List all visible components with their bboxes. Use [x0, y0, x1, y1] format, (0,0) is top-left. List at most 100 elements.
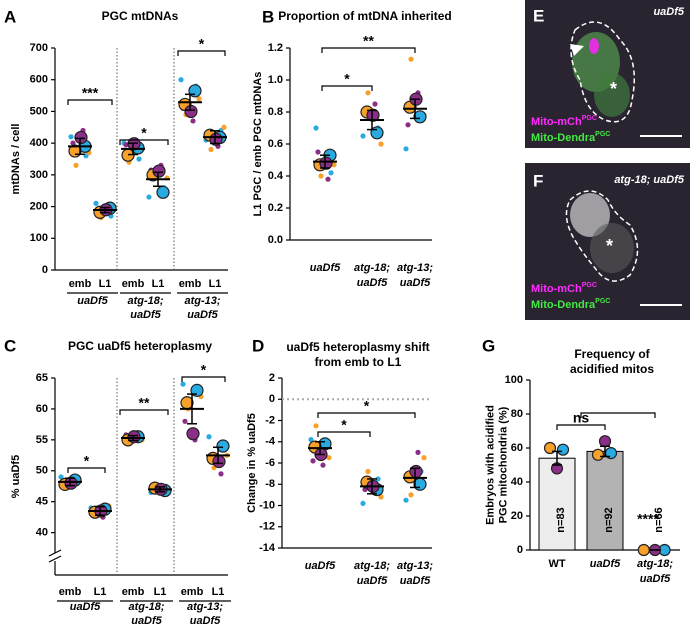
data-point [378, 494, 384, 500]
replicate-mean [212, 454, 226, 469]
data-point [408, 56, 414, 62]
category-label: emb [69, 278, 92, 290]
y-axis-label: Change in % uaDf5 [246, 413, 258, 513]
data-point [315, 149, 321, 155]
significance-bracket [67, 99, 113, 105]
panel-letter: E [533, 6, 544, 25]
y-tick-label: 45 [36, 496, 48, 508]
significance-bracket [119, 139, 169, 145]
data-point [206, 434, 212, 440]
data-point [331, 162, 337, 168]
data-point [405, 122, 411, 128]
significance-label: * [364, 398, 370, 414]
y-tick-label: 400 [30, 137, 48, 149]
replicate-mean [413, 477, 427, 491]
data-point [221, 124, 227, 130]
significance-bracket [317, 431, 371, 437]
data-point [196, 96, 202, 102]
y-tick-label: 20 [511, 510, 523, 522]
y-tick-label: 40 [36, 527, 48, 539]
y-axis-label: mtDNAs / cell [10, 124, 22, 195]
replicate-mean [409, 464, 423, 479]
data-point [421, 455, 427, 461]
micrograph-e: E uaDf5 * Mito-mChPGC Mito-DendraPGC [525, 0, 690, 148]
significance-label: * [341, 417, 347, 433]
x-tick-label: atg-18; [637, 558, 673, 570]
y-tick-label: 0 [269, 393, 275, 405]
significance-label: * [84, 453, 90, 469]
replicate-mean [216, 439, 230, 453]
y-tick-label: 60 [36, 403, 48, 415]
y-tick-label: -2 [265, 414, 275, 426]
significance-bracket [321, 85, 373, 91]
data-point [365, 90, 371, 96]
x-tick-label: uaDf5 [640, 573, 671, 585]
data-point [178, 77, 184, 83]
category-label: emb [181, 586, 204, 598]
data-point [360, 500, 366, 506]
group-label: uaDf5 [305, 560, 336, 572]
y-tick-label: 50 [36, 465, 48, 477]
replicate-mean [156, 185, 170, 199]
y-tick-label: 0.2 [268, 202, 283, 214]
group-label: atg-18; [354, 262, 390, 274]
group-label: uaDf5 [130, 309, 161, 321]
y-tick-label: 2 [269, 372, 275, 384]
image-label: atg-18; uaDf5 [614, 174, 685, 186]
y-tick-label: 500 [30, 105, 48, 117]
data-point [180, 381, 186, 387]
panel-letter: C [4, 336, 16, 355]
significance-label: **** [637, 511, 659, 527]
axis-break-mark [48, 549, 62, 557]
chart-title: Frequency of [574, 347, 650, 361]
data-point [190, 118, 196, 124]
chart-title: uaDf5 heteroplasmy shift [286, 340, 429, 354]
data-point [68, 134, 74, 140]
category-label: emb [122, 278, 145, 290]
data-point [136, 156, 142, 162]
x-tick-label: uaDf5 [590, 558, 621, 570]
significance-label: * [141, 125, 147, 141]
data-point [318, 173, 324, 179]
significance-bracket [317, 412, 416, 418]
data-point [326, 455, 332, 461]
replicate-mean [319, 156, 333, 170]
chart-title: PGC uaDf5 heteroplasmy [68, 339, 212, 353]
y-axis-label: L1 PGC / emb PGC mtDNAs [252, 72, 264, 217]
group-label: atg-13; [184, 295, 220, 307]
y-tick-label: 65 [36, 372, 48, 384]
y-tick-label: -8 [265, 478, 275, 490]
panel-letter: A [4, 7, 16, 26]
legend-entry: Mito-DendraPGC [531, 131, 610, 144]
data-point [182, 418, 188, 424]
category-label: L1 [212, 586, 225, 598]
micrograph-f: F atg-18; uaDf5 * Mito-mChPGC Mito-Dendr… [525, 163, 690, 320]
panel-letter: D [252, 336, 264, 355]
mito-signal [589, 38, 599, 54]
data-point [415, 449, 421, 455]
y-tick-label: -10 [259, 499, 275, 511]
group-label: atg-13; [397, 560, 433, 572]
data-point [365, 468, 371, 475]
legend-entry: Mito-DendraPGC [531, 298, 610, 311]
replicate-mean [180, 396, 194, 410]
category-label: emb [179, 278, 202, 290]
image-marker: * [610, 79, 617, 99]
panel-letter: G [482, 336, 495, 355]
significance-bracket [580, 412, 656, 418]
data-point [310, 458, 316, 464]
data-point [325, 176, 331, 182]
bar-label: n=83 [555, 507, 567, 532]
chart-title: Proportion of mtDNA inherited [278, 9, 452, 23]
y-tick-label: 60 [511, 442, 523, 454]
significance-bracket [181, 376, 226, 382]
group-label: uaDf5 [310, 262, 341, 274]
y-tick-label: 600 [30, 74, 48, 86]
data-point [93, 200, 99, 206]
replicate-mean [591, 448, 605, 461]
cell-signal [594, 73, 630, 117]
replicate-mean [598, 435, 612, 448]
bar-label: n=92 [603, 507, 615, 532]
replicate-mean [184, 104, 198, 119]
